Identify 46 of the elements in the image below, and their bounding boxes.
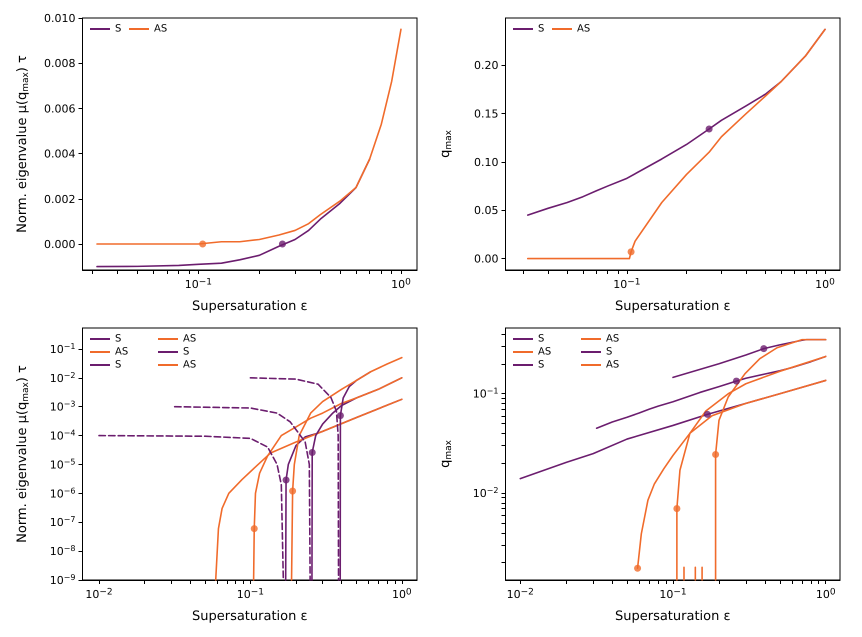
y-tick-label: 10$^{−7}$ xyxy=(50,514,76,530)
y-tick-label: 0.10 xyxy=(474,156,498,169)
y-axis-title: Norm. eigenvalue μ(qmax) τ xyxy=(15,364,31,543)
y-tick-label: 0.010 xyxy=(44,12,76,25)
legend-label: AS xyxy=(577,24,590,34)
legend-label: S xyxy=(115,334,122,344)
legend-label: S xyxy=(183,346,190,358)
legend-label: S xyxy=(538,360,544,370)
y-tick-label: 0.20 xyxy=(474,59,498,72)
y-tick-label: 0.004 xyxy=(44,148,76,161)
legend-label: AS xyxy=(606,334,620,344)
legend-label: AS xyxy=(183,334,196,344)
y-axis-title: qmax xyxy=(438,439,454,468)
y-tick-label: 0.000 xyxy=(44,238,76,252)
y-tick-label: 0.008 xyxy=(44,57,76,70)
y-axis-title: qmax xyxy=(438,129,454,158)
y-tick-label: 10$^{−1}$ xyxy=(50,341,76,356)
y-tick-label: 10$^{−1}$ xyxy=(472,386,498,401)
legend-label: S xyxy=(606,346,612,358)
legend-label: S xyxy=(115,360,122,370)
legend-label: AS xyxy=(538,346,552,358)
y-tick-label: 0.05 xyxy=(474,204,498,218)
y-tick-label: 0.002 xyxy=(44,192,76,206)
legend-label: S xyxy=(538,334,544,344)
legend-label: AS xyxy=(606,360,620,370)
x-axis-title: Supersaturation ε xyxy=(614,609,731,624)
legend-label: AS xyxy=(154,24,168,34)
x-axis-title: Supersaturation ε xyxy=(614,299,731,314)
y-tick-label: 10$^{−5}$ xyxy=(50,456,76,472)
y-tick-label: 0.006 xyxy=(44,102,76,116)
y-tick-label: 10$^{−9}$ xyxy=(50,572,76,587)
y-axis-title: Norm. eigenvalue μ(qmax) τ xyxy=(15,54,31,233)
y-tick-label: 0.15 xyxy=(474,108,498,121)
y-tick-label: 10$^{−6}$ xyxy=(50,486,76,500)
y-tick-label: 10$^{−2}$ xyxy=(50,370,76,385)
legend-label: S xyxy=(538,24,544,34)
y-tick-label: 10$^{−4}$ xyxy=(50,428,76,443)
legend-label: AS xyxy=(183,360,196,370)
legend-label: S xyxy=(115,24,122,34)
legend-label: AS xyxy=(115,346,128,358)
x-axis-title: Supersaturation ε xyxy=(192,299,308,314)
y-tick-label: 10$^{−8}$ xyxy=(50,544,76,558)
y-tick-label: 10$^{−3}$ xyxy=(50,399,76,414)
y-tick-label: 0.00 xyxy=(474,252,498,266)
y-tick-label: 10$^{−2}$ xyxy=(472,486,498,500)
x-axis-title: Supersaturation ε xyxy=(192,609,308,624)
